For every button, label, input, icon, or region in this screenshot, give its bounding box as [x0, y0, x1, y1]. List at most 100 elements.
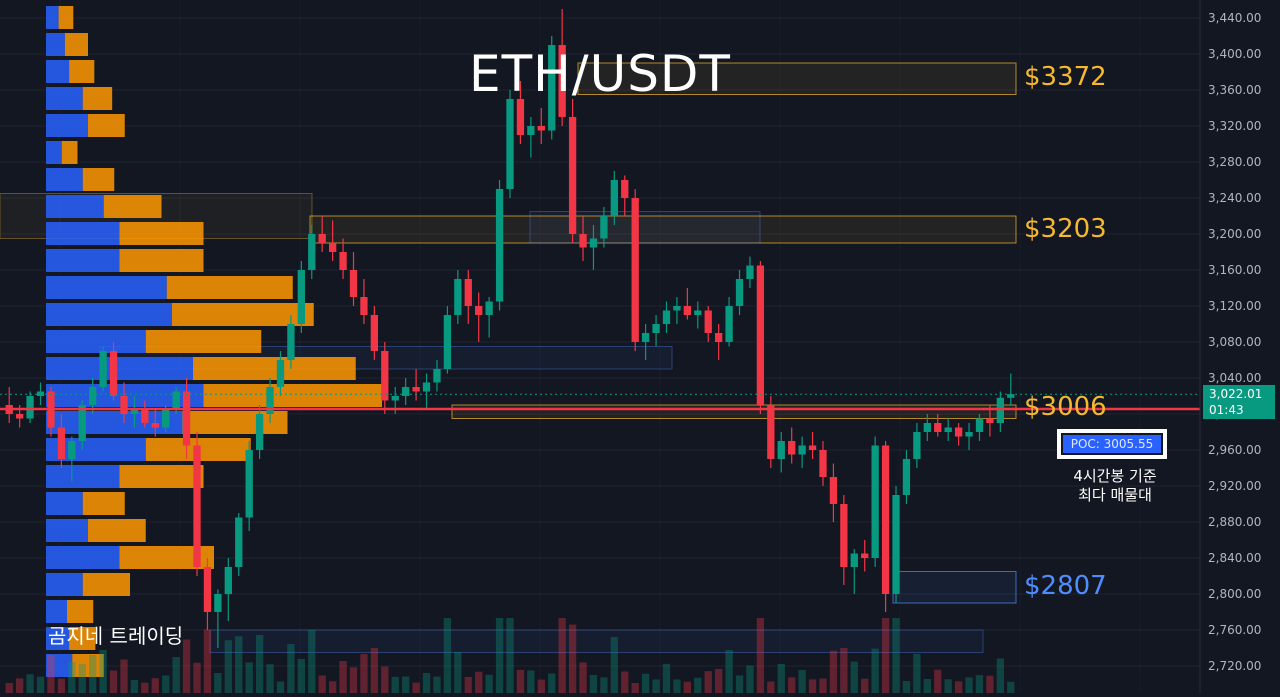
- volume-bar: [381, 666, 389, 693]
- volume-bar: [475, 671, 483, 693]
- candle-body: [892, 495, 900, 594]
- candle-body: [89, 387, 97, 405]
- volume-bar: [255, 635, 264, 693]
- candle-body: [433, 369, 441, 383]
- candle-body: [99, 351, 107, 387]
- volume-bar: [141, 682, 149, 693]
- price-tick-label: 2,720.00: [1208, 659, 1261, 673]
- volume-bar: [151, 678, 159, 693]
- poc-label-text: POC: 3005.55: [1063, 435, 1161, 453]
- price-tick-label: 3,040.00: [1208, 371, 1261, 385]
- zone-box: [209, 629, 984, 653]
- candle-body: [203, 567, 212, 612]
- volume-profile-buy: [46, 654, 73, 677]
- volume-bar: [433, 676, 441, 693]
- volume-bar: [975, 675, 984, 693]
- candle-body: [527, 126, 535, 135]
- volume-bar: [89, 655, 97, 693]
- candle-body: [600, 216, 608, 239]
- volume-bar: [245, 662, 253, 693]
- volume-profile-buy: [46, 519, 88, 542]
- candle-body: [308, 234, 316, 270]
- candle-body: [777, 441, 785, 459]
- volume-bar: [871, 648, 879, 693]
- volume-bar: [130, 680, 139, 693]
- price-tick-label: 3,280.00: [1208, 155, 1261, 169]
- volume-bar: [15, 678, 24, 693]
- volume-profile-buy: [46, 357, 193, 380]
- candle-body: [381, 351, 389, 401]
- volume-bar: [621, 671, 629, 693]
- volume-bar: [892, 618, 900, 693]
- candle-body: [339, 252, 347, 270]
- candle-body: [182, 391, 191, 446]
- price-tick-label: 3,240.00: [1208, 191, 1261, 205]
- candle-body: [287, 324, 295, 360]
- volume-profile-sell: [82, 573, 130, 596]
- candle-body: [120, 396, 128, 414]
- candle-body: [141, 409, 149, 423]
- volume-profile: [46, 6, 382, 677]
- candle-body: [68, 441, 76, 459]
- candle-body: [871, 445, 879, 558]
- volume-bar: [203, 629, 212, 693]
- volume-bar: [109, 670, 118, 693]
- candle-body: [109, 351, 118, 396]
- candle-body: [975, 418, 984, 432]
- volume-bar: [840, 648, 848, 693]
- volume-bar: [235, 636, 243, 693]
- volume-bar: [923, 679, 931, 693]
- candle-body: [954, 427, 963, 437]
- volume-bar: [485, 674, 493, 693]
- candle-body: [735, 279, 744, 306]
- volume-bar: [412, 682, 420, 693]
- volume-profile-sell: [166, 276, 293, 299]
- volume-bar: [78, 664, 86, 693]
- volume-bar: [631, 683, 639, 693]
- candle-body: [715, 333, 723, 342]
- volume-profile-buy: [46, 546, 120, 569]
- volume-profile-buy: [46, 6, 59, 29]
- price-tick-label: 3,080.00: [1208, 335, 1261, 349]
- volume-profile-sell: [203, 384, 382, 407]
- volume-bar: [704, 671, 712, 693]
- volume-profile-sell: [172, 303, 314, 326]
- volume-bar: [735, 675, 744, 693]
- price-tick-label: 3,440.00: [1208, 11, 1261, 25]
- candle-body: [829, 477, 838, 504]
- volume-profile-buy: [46, 330, 146, 353]
- price-tick-label: 2,760.00: [1208, 623, 1261, 637]
- candle-body: [694, 310, 702, 315]
- candle-body: [78, 405, 86, 441]
- candle-body: [255, 414, 264, 450]
- volume-bar: [224, 640, 232, 693]
- volume-bar: [913, 653, 921, 693]
- candle-body: [610, 180, 618, 216]
- poc-annotation: 4시간봉 기준 최다 매물대: [1040, 467, 1190, 505]
- volume-profile-sell: [69, 627, 96, 650]
- level-label-3006: $3006: [1024, 391, 1107, 422]
- volume-bar: [944, 679, 952, 693]
- candle-body: [913, 432, 921, 459]
- volume-profile-buy: [46, 249, 120, 272]
- candle-body: [548, 45, 556, 131]
- volume-bar: [266, 664, 274, 693]
- volume-bar: [652, 679, 660, 693]
- candle-body: [454, 279, 462, 315]
- volume-bar: [516, 670, 525, 693]
- volume-profile-sell: [72, 654, 104, 677]
- volume-profile-sell: [182, 411, 288, 434]
- poc-annotation-line-1: 4시간봉 기준: [1073, 467, 1157, 485]
- level-zone: [309, 215, 1017, 244]
- volume-bar: [662, 663, 671, 693]
- price-tick-label: 2,840.00: [1208, 551, 1261, 565]
- candle-countdown: 01:43: [1209, 403, 1244, 418]
- volume-bar: [808, 679, 817, 693]
- candle-body: [15, 414, 24, 419]
- poc-label[interactable]: POC: 3005.55: [1057, 429, 1167, 459]
- candle-body: [652, 324, 660, 333]
- candle-body: [402, 387, 410, 396]
- volume-bar: [537, 679, 545, 693]
